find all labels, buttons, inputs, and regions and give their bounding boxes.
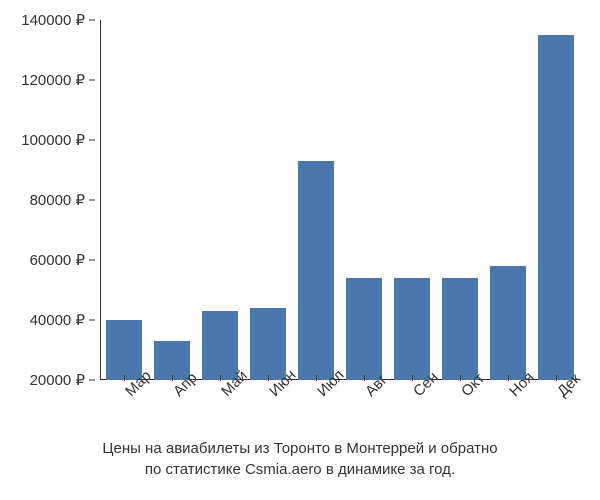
plot-area: [100, 20, 580, 380]
x-tick-label: Июн: [266, 388, 278, 400]
x-tick-mark: [124, 375, 125, 381]
bar: [490, 266, 526, 380]
y-tick-mark: [89, 200, 95, 201]
x-tick-mark: [556, 375, 557, 381]
y-tick-label: 120000 ₽: [21, 71, 85, 89]
x-tick-label: Апр: [170, 388, 182, 400]
caption-line-1: Цены на авиабилеты из Торонто в Монтерре…: [0, 438, 600, 459]
bar: [394, 278, 430, 380]
y-tick-label: 100000 ₽: [21, 131, 85, 149]
bar: [250, 308, 286, 380]
y-tick-label: 80000 ₽: [30, 191, 85, 209]
x-tick-label: Сен: [410, 388, 422, 400]
y-axis: 20000 ₽40000 ₽60000 ₽80000 ₽100000 ₽1200…: [0, 20, 95, 380]
x-tick-label: Май: [218, 388, 230, 400]
y-tick-label: 60000 ₽: [30, 251, 85, 269]
y-tick-mark: [89, 260, 95, 261]
y-tick-mark: [89, 320, 95, 321]
y-tick-label: 20000 ₽: [30, 371, 85, 389]
x-tick-mark: [316, 375, 317, 381]
x-tick-label: Авг: [362, 388, 374, 400]
x-tick-mark: [268, 375, 269, 381]
bar: [346, 278, 382, 380]
chart-caption: Цены на авиабилеты из Торонто в Монтерре…: [0, 438, 600, 480]
bar: [298, 161, 334, 380]
bar: [106, 320, 142, 380]
bar: [202, 311, 238, 380]
x-axis: Мар Апр Май Июн Июл Авг Сен Окт Ноя Дек: [100, 380, 580, 430]
x-tick-mark: [220, 375, 221, 381]
x-tick-label: Окт: [458, 388, 470, 400]
y-tick-mark: [89, 80, 95, 81]
x-tick-mark: [460, 375, 461, 381]
y-tick-label: 40000 ₽: [30, 311, 85, 329]
x-tick-label: Мар: [122, 388, 134, 400]
x-tick-label: Июл: [314, 388, 326, 400]
caption-line-2: по статистике Csmia.aero в динамике за г…: [0, 459, 600, 480]
y-tick-mark: [89, 380, 95, 381]
y-tick-mark: [89, 140, 95, 141]
x-tick-label: Дек: [554, 388, 566, 400]
x-tick-mark: [172, 375, 173, 381]
bar: [442, 278, 478, 380]
x-tick-mark: [364, 375, 365, 381]
chart-container: 20000 ₽40000 ₽60000 ₽80000 ₽100000 ₽1200…: [100, 20, 580, 380]
x-tick-mark: [412, 375, 413, 381]
y-tick-mark: [89, 20, 95, 21]
y-tick-label: 140000 ₽: [21, 11, 85, 29]
x-tick-mark: [508, 375, 509, 381]
bar: [538, 35, 574, 380]
x-tick-label: Ноя: [506, 388, 518, 400]
